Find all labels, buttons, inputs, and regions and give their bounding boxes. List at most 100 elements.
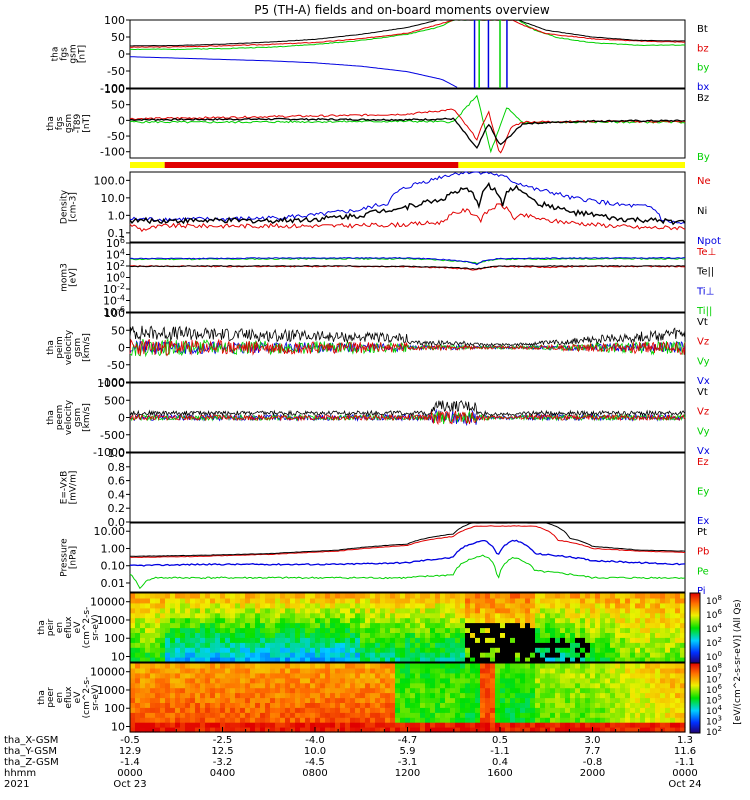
spectrogram-cell xyxy=(535,607,541,614)
spectrogram-cell xyxy=(300,697,306,703)
spectrogram-cell xyxy=(455,602,461,609)
spectrogram-cell xyxy=(475,682,481,689)
spectrogram-cell xyxy=(350,687,356,694)
y-tick-label: 100.0 xyxy=(94,174,126,187)
spectrogram-cell xyxy=(170,687,176,694)
spectrogram-cell xyxy=(500,697,506,703)
spectrogram-cell xyxy=(460,712,466,718)
spectrogram-cell xyxy=(235,632,241,638)
spectrogram-cell xyxy=(240,697,246,703)
spectrogram-cell xyxy=(545,627,551,633)
spectrogram-cell xyxy=(190,627,196,633)
spectrogram-cell xyxy=(480,632,486,638)
spectrogram-cell xyxy=(240,727,246,733)
spectrogram-cell xyxy=(285,647,291,653)
spectrogram-cell xyxy=(145,707,151,713)
spectrogram-cell xyxy=(605,593,611,599)
spectrogram-cell xyxy=(405,602,411,609)
spectrogram-cell xyxy=(555,647,561,653)
spectrogram-cell xyxy=(465,642,471,648)
spectrogram-cell xyxy=(265,702,271,708)
spectrogram-cell xyxy=(635,597,641,604)
spectrogram-cell xyxy=(190,602,196,609)
spectrogram-cell xyxy=(365,617,371,624)
spectrogram-cell xyxy=(485,672,491,679)
spectrogram-cell xyxy=(435,692,441,699)
spectrogram-cell xyxy=(675,632,681,638)
spectrogram-cell xyxy=(255,707,261,713)
y-tick-label: 100 xyxy=(104,632,125,645)
panel-frame xyxy=(129,242,686,313)
spectrogram-cell xyxy=(395,712,401,718)
spectrogram-cell xyxy=(165,617,171,624)
spectrogram-cell xyxy=(340,687,346,694)
spectrogram-cell xyxy=(655,593,661,599)
spectrogram-cell xyxy=(495,722,501,728)
spectrogram-cell xyxy=(345,617,351,624)
spectrogram-cell xyxy=(430,663,436,669)
spectrogram-cell xyxy=(675,647,681,653)
spectrogram-cell xyxy=(605,717,611,723)
spectrogram-cell xyxy=(505,707,511,713)
spectrogram-cell xyxy=(635,692,641,699)
spectrogram-cell xyxy=(280,642,286,648)
spectrogram-cell xyxy=(270,712,276,718)
spectrogram-cell xyxy=(635,677,641,684)
spectrogram-cell xyxy=(490,702,496,708)
spectrogram-cell xyxy=(410,707,416,713)
spectrogram-cell xyxy=(635,702,641,708)
spectrogram-cell xyxy=(250,627,256,633)
spectrogram-cell xyxy=(510,602,516,609)
spectrogram-cell xyxy=(240,602,246,609)
spectrogram-cell xyxy=(475,657,481,663)
spectrogram-cell xyxy=(540,707,546,713)
legend-entry: Vz xyxy=(697,407,709,418)
spectrogram-cell xyxy=(315,702,321,708)
spectrogram-cell xyxy=(625,727,631,733)
spectrogram-cell xyxy=(590,622,596,629)
spectrogram-cell xyxy=(580,717,586,723)
spectrogram-cell xyxy=(590,627,596,633)
spectrogram-cell xyxy=(640,642,646,648)
spectrogram-cell xyxy=(555,617,561,624)
spectrogram-cell xyxy=(450,657,456,663)
spectrogram-cell xyxy=(230,652,236,658)
spectrogram-cell xyxy=(670,672,676,679)
spectrogram-cell xyxy=(620,637,626,643)
spectrogram-cell xyxy=(185,657,191,663)
spectrogram-cell xyxy=(635,697,641,703)
spectrogram-cell xyxy=(560,697,566,703)
spectrogram-cell xyxy=(265,707,271,713)
spectrogram-cell xyxy=(670,702,676,708)
spectrogram-cell xyxy=(220,637,226,643)
spectrogram-cell xyxy=(680,663,686,669)
spectrogram-cell xyxy=(355,652,361,658)
spectrogram-cell xyxy=(200,692,206,699)
spectrogram-cell xyxy=(165,627,171,633)
spectrogram-cell xyxy=(585,687,591,694)
spectrogram-cell xyxy=(415,687,421,694)
spectrogram-cell xyxy=(515,612,521,619)
spectrogram-cell xyxy=(525,727,531,733)
spectrogram-cell xyxy=(355,707,361,713)
spectrogram-cell xyxy=(375,642,381,648)
spectrogram-cell xyxy=(185,717,191,723)
spectrogram-cell xyxy=(530,687,536,694)
spectrogram-cell xyxy=(145,642,151,648)
spectrogram-cell xyxy=(355,717,361,723)
spectrogram-cell xyxy=(235,657,241,663)
spectrogram-cell xyxy=(310,672,316,679)
spectrogram-cell xyxy=(550,707,556,713)
spectrogram-cell xyxy=(345,702,351,708)
spectrogram-cell xyxy=(270,687,276,694)
spectrogram-cell xyxy=(365,647,371,653)
spectrogram-cell xyxy=(270,642,276,648)
spectrogram-cell xyxy=(615,677,621,684)
spectrogram-cell xyxy=(240,617,246,624)
spectrogram-cell xyxy=(655,612,661,619)
y-axis-label-line: [km/s] xyxy=(82,333,92,362)
spectrogram-cell xyxy=(200,642,206,648)
spectrogram-cell xyxy=(205,702,211,708)
spectrogram-cell xyxy=(545,637,551,643)
